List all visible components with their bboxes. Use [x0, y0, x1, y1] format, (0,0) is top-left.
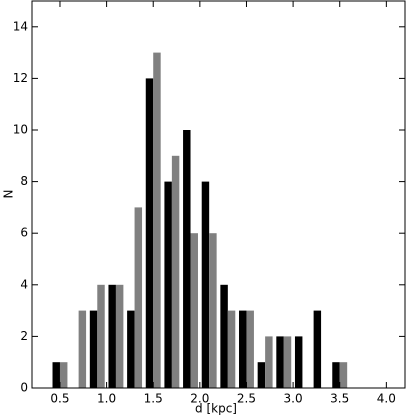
bar	[115, 284, 124, 388]
x-tick-label: 2.0	[190, 392, 209, 406]
bar	[294, 336, 303, 388]
bar	[153, 52, 161, 388]
bar	[164, 181, 172, 388]
bar	[276, 336, 284, 388]
bar	[332, 362, 340, 388]
bar	[171, 155, 180, 388]
x-tick-label: 1.0	[97, 392, 116, 406]
bar	[246, 310, 254, 388]
x-tick-label: 3.0	[284, 392, 303, 406]
y-tick-label: 6	[20, 226, 28, 240]
bar	[201, 181, 210, 388]
bar	[313, 310, 322, 388]
bar	[134, 207, 143, 388]
y-tick-label: 12	[13, 71, 28, 85]
bar	[59, 362, 68, 388]
bar	[89, 310, 98, 388]
bar	[209, 233, 217, 388]
bar	[127, 310, 135, 388]
y-tick-label: 8	[20, 174, 28, 188]
x-tick-label: 0.5	[50, 392, 69, 406]
bar	[265, 336, 273, 388]
x-tick-label: 2.5	[237, 392, 256, 406]
bar	[220, 284, 228, 388]
y-axis-label: N	[2, 190, 16, 199]
y-tick-label: 0	[20, 381, 28, 395]
x-axis-label: d [kpc]	[195, 402, 237, 416]
x-tick-label: 3.5	[330, 392, 349, 406]
y-tick-label: 14	[13, 19, 28, 33]
bar	[52, 362, 60, 388]
bar	[78, 310, 87, 388]
bar	[227, 310, 236, 388]
bar	[339, 362, 348, 388]
x-tick-label: 4.0	[377, 392, 396, 406]
y-tick-label: 2	[20, 329, 28, 343]
plot-frame	[31, 0, 406, 389]
bar	[257, 362, 266, 388]
bar	[108, 284, 116, 388]
bar	[97, 284, 105, 388]
y-tick-label: 4	[20, 277, 28, 291]
x-tick-label: 1.5	[144, 392, 163, 406]
bar	[190, 233, 198, 388]
bar	[145, 78, 154, 389]
bar	[239, 310, 247, 388]
bar	[183, 130, 191, 388]
y-tick-label: 10	[13, 123, 28, 137]
bar	[283, 336, 292, 388]
